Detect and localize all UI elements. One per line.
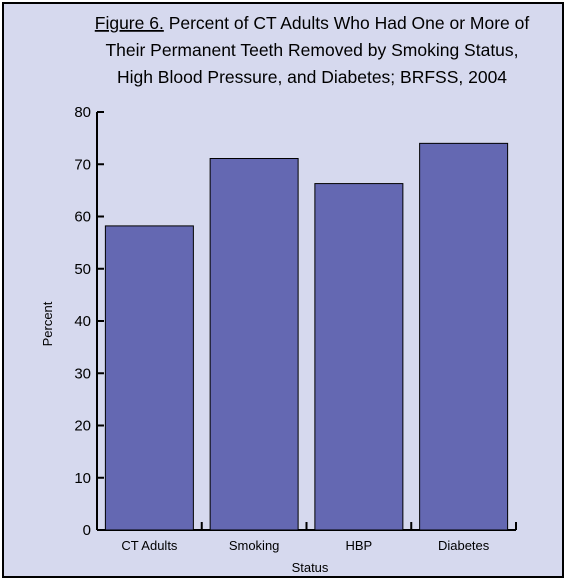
- y-axis-title: Percent: [40, 301, 55, 346]
- bar-diabetes: [419, 142, 509, 531]
- bar-smoking: [209, 158, 299, 531]
- figure-title-line1-rest: Percent of CT Adults Who Had One or More…: [164, 13, 530, 33]
- y-tick-label: 0: [83, 522, 91, 539]
- y-tick-label: 60: [74, 209, 91, 226]
- bar-ct-adults: [104, 225, 194, 531]
- x-tick-label: CT Adults: [121, 538, 178, 553]
- bars: [104, 142, 509, 531]
- y-tick-label: 50: [74, 261, 91, 278]
- y-tick-label: 20: [74, 418, 91, 435]
- bar-hbp: [314, 183, 404, 531]
- y-tick-label: 30: [74, 365, 91, 382]
- y-tick-label: 70: [74, 156, 91, 173]
- x-tick-label: HBP: [346, 538, 373, 553]
- x-axis-title: Status: [292, 560, 329, 575]
- y-tick-label: 40: [74, 313, 91, 330]
- chart-title-line-1: Figure 6. Percent of CT Adults Who Had O…: [95, 13, 530, 33]
- tick-labels: 0 10 20 30 40 50 60 70 80 CT Adults Smoking HBP Diab…: [74, 104, 489, 553]
- chart-title-line-3: High Blood Pressure, and Diabetes; BRFSS…: [117, 67, 507, 87]
- y-tick-label: 80: [74, 104, 91, 121]
- chart-title-line-2: Their Permanent Teeth Removed by Smoking…: [105, 40, 518, 60]
- x-tick-label: Smoking: [229, 538, 280, 553]
- y-tick-label: 10: [74, 470, 91, 487]
- x-tick-label: Diabetes: [438, 538, 490, 553]
- figure-label: Figure 6.: [95, 13, 164, 33]
